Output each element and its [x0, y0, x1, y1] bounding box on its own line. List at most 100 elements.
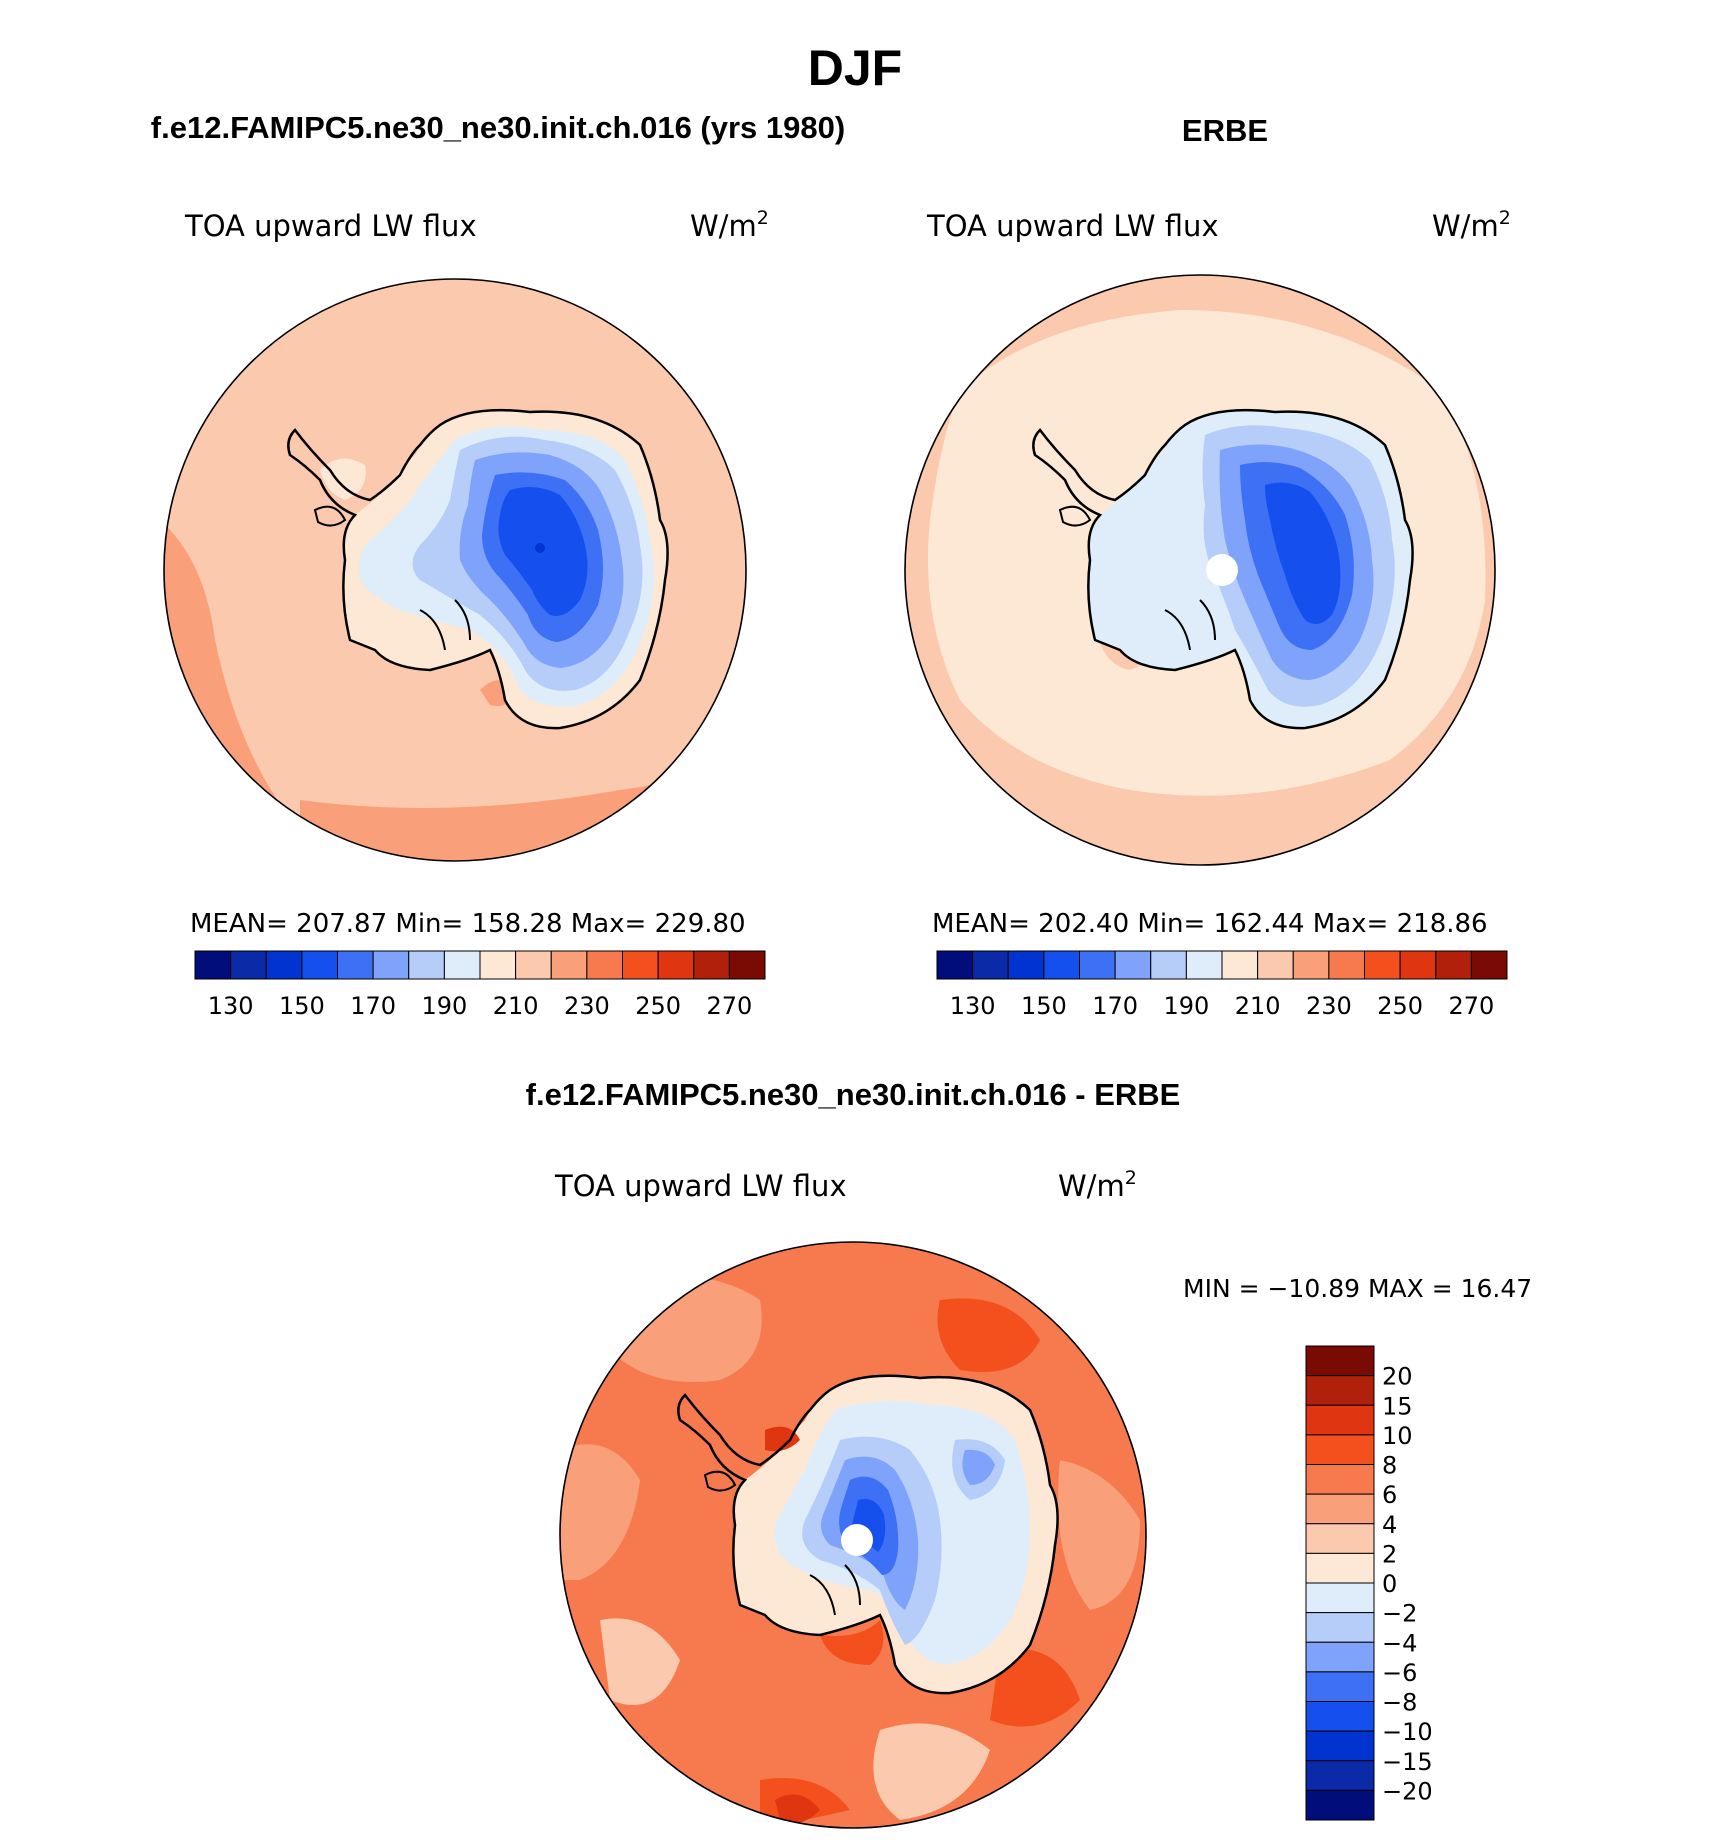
model-colorbar-swatch [622, 950, 659, 980]
obs-colorbar-tick-label: 190 [1163, 992, 1209, 1020]
model-colorbar-swatch [337, 950, 374, 980]
season-title: DJF [808, 40, 902, 96]
diff-colorbar-tick-label: −4 [1382, 1629, 1417, 1657]
model-colorbar-tick-label: 170 [350, 992, 396, 1020]
diff-colorbar-tick-label: 0 [1382, 1570, 1397, 1598]
diff-polar-map [560, 1242, 1146, 1828]
diff-colorbar-swatch [1305, 1641, 1375, 1673]
obs-colorbar-swatch [1257, 950, 1294, 980]
diff-panel: TOA upward LW flux W/m2 [554, 1167, 1532, 1829]
diff-colorbar-swatch [1305, 1464, 1375, 1495]
obs-colorbar-swatch [1185, 950, 1223, 980]
obs-colorbar-swatch [1043, 950, 1080, 980]
diff-colorbar-swatch [1305, 1760, 1375, 1791]
obs-colorbar-swatch [1079, 950, 1116, 980]
diff-colorbar-tick-label: −20 [1382, 1777, 1433, 1805]
diff-colorbar-swatch [1305, 1582, 1375, 1614]
diff-colorbar-swatch [1305, 1730, 1375, 1762]
diff-panel-title: f.e12.FAMIPC5.ne30_ne30.init.ch.016 - ER… [526, 1077, 1181, 1112]
obs-colorbar-tick-label: 130 [950, 992, 996, 1020]
obs-units-label: W/m2 [1432, 207, 1511, 243]
diff-colorbar-tick-label: −15 [1382, 1748, 1433, 1776]
model-colorbar-tick-label: 250 [635, 992, 681, 1020]
diff-colorbar-swatch [1305, 1701, 1375, 1732]
obs-colorbar-tick-label: 170 [1092, 992, 1138, 1020]
model-colorbar-swatch [372, 950, 410, 980]
diff-colorbar-tick-label: 6 [1382, 1481, 1397, 1509]
obs-colorbar-swatch [1221, 950, 1259, 980]
model-stats: MEAN= 207.87 Min= 158.28 Max= 229.80 [190, 909, 746, 939]
obs-stats: MEAN= 202.40 Min= 162.44 Max= 218.86 [932, 909, 1488, 939]
model-colorbar-swatch [657, 950, 695, 980]
diff-colorbar-tick-label: 15 [1382, 1392, 1413, 1420]
model-colorbar-swatch [443, 950, 481, 980]
obs-colorbar-tick-label: 210 [1235, 992, 1281, 1020]
diff-colorbar-tick-label: −6 [1382, 1659, 1417, 1687]
obs-colorbar-swatch [1328, 950, 1365, 980]
diff-colorbar-tick-label: 4 [1382, 1511, 1397, 1539]
diff-colorbar-tick-label: 2 [1382, 1540, 1397, 1568]
model-colorbar-swatch [265, 950, 303, 980]
obs-colorbar-swatch [1470, 950, 1508, 980]
diff-colorbar-tick-label: −8 [1382, 1689, 1417, 1717]
obs-panel-title: ERBE [1182, 113, 1268, 148]
obs-polar-map [905, 275, 1495, 865]
diff-map-border [559, 1241, 1147, 1829]
diff-colorbar-swatch [1305, 1345, 1375, 1377]
diff-colorbar-swatch [1305, 1552, 1375, 1584]
model-colorbar-swatch [230, 950, 267, 980]
model-variable-label: TOA upward LW flux [184, 209, 477, 243]
diff-colorbar-swatch [1305, 1789, 1375, 1821]
obs-colorbar-swatch [1150, 950, 1187, 980]
model-units-label: W/m2 [690, 207, 769, 243]
model-colorbar-tick-label: 230 [564, 992, 610, 1020]
model-panel: TOA upward LW flux W/m2 MEAN= 207.87 Min… [163, 207, 769, 1020]
model-colorbar-swatch [550, 950, 588, 980]
model-polar-map [164, 279, 746, 861]
diff-colorbar-swatch [1305, 1523, 1375, 1554]
model-colorbar-swatch [693, 950, 730, 980]
model-colorbar-tick-label: 210 [493, 992, 539, 1020]
obs-colorbar-tick-label: 270 [1448, 992, 1494, 1020]
model-colorbar-swatch [586, 950, 623, 980]
diff-units-label: W/m2 [1058, 1167, 1137, 1203]
model-colorbar-swatch [479, 950, 517, 980]
diff-colorbar-swatch [1305, 1375, 1375, 1406]
model-colorbar-swatch [194, 950, 232, 980]
obs-colorbar-swatch [1292, 950, 1330, 980]
obs-colorbar: 130 150 170 190 210 230 250 270 [936, 950, 1508, 1020]
diff-colorbar-swatch [1305, 1434, 1375, 1465]
obs-colorbar-swatch [972, 950, 1009, 980]
model-colorbar-tick-label: 270 [706, 992, 752, 1020]
obs-colorbar-swatch [1007, 950, 1045, 980]
model-map-border [163, 278, 747, 862]
model-colorbar-tick-label: 150 [279, 992, 325, 1020]
obs-colorbar-tick-label: 230 [1306, 992, 1352, 1020]
obs-colorbar-tick-label: 150 [1021, 992, 1067, 1020]
model-colorbar-swatch [728, 950, 766, 980]
obs-colorbar-tick-label: 250 [1377, 992, 1423, 1020]
model-colorbar-swatch [408, 950, 445, 980]
diff-colorbar-tick-label: −2 [1382, 1600, 1417, 1628]
diff-colorbar-swatch [1305, 1493, 1375, 1525]
diff-colorbar-swatch [1305, 1404, 1375, 1436]
diff-variable-label: TOA upward LW flux [554, 1169, 847, 1203]
model-panel-title: f.e12.FAMIPC5.ne30_ne30.init.ch.016 (yrs… [151, 110, 845, 145]
obs-colorbar-swatch [1364, 950, 1401, 980]
model-colorbar-tick-label: 190 [421, 992, 467, 1020]
obs-colorbar-swatch [1399, 950, 1437, 980]
diff-colorbar-tick-label: −10 [1382, 1718, 1433, 1746]
obs-colorbar-swatch [936, 950, 974, 980]
model-colorbar-swatch [301, 950, 338, 980]
diff-colorbar-tick-label: 10 [1382, 1422, 1413, 1450]
model-colorbar-tick-label: 130 [208, 992, 254, 1020]
model-colorbar: 130 150 170 190 210 230 250 270 [194, 950, 766, 1020]
model-colorbar-swatch [515, 950, 552, 980]
obs-colorbar-swatch [1114, 950, 1152, 980]
obs-map-border [904, 274, 1496, 866]
diff-colorbar-swatch [1305, 1612, 1375, 1643]
diff-colorbar-tick-label: 20 [1382, 1363, 1413, 1391]
diff-colorbar-tick-label: 8 [1382, 1452, 1397, 1480]
